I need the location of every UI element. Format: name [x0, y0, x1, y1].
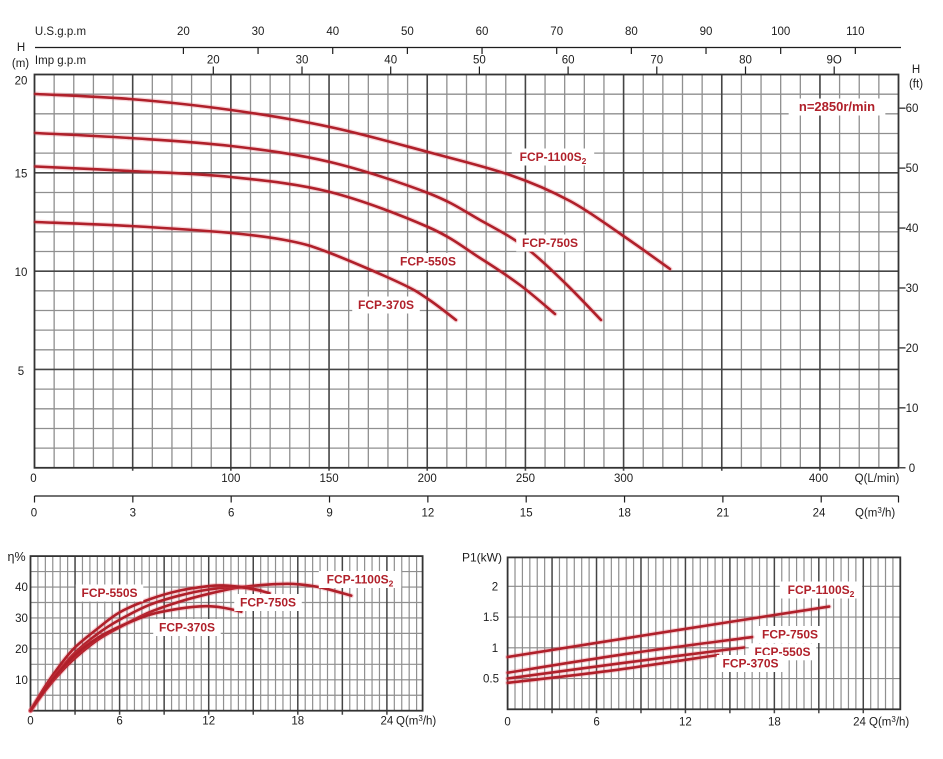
- svg-text:5: 5: [18, 366, 24, 378]
- svg-text:100: 100: [771, 26, 790, 38]
- svg-text:FCP-1100S2: FCP-1100S2: [327, 573, 394, 589]
- svg-text:18: 18: [618, 508, 631, 520]
- svg-text:100: 100: [221, 473, 240, 485]
- svg-text:60: 60: [562, 55, 575, 67]
- svg-text:6: 6: [228, 508, 234, 520]
- svg-text:0: 0: [909, 463, 915, 475]
- svg-text:18: 18: [768, 717, 781, 729]
- svg-text:150: 150: [319, 473, 338, 485]
- svg-text:n=2850r/min: n=2850r/min: [799, 99, 875, 114]
- svg-text:40: 40: [326, 26, 339, 38]
- svg-text:(m): (m): [12, 58, 29, 70]
- svg-text:10: 10: [15, 267, 28, 279]
- svg-text:20: 20: [906, 343, 919, 355]
- svg-text:30: 30: [15, 613, 28, 625]
- svg-text:24: 24: [813, 508, 826, 520]
- svg-text:FCP-1100S2: FCP-1100S2: [788, 583, 855, 599]
- svg-text:9O: 9O: [827, 55, 842, 67]
- svg-text:250: 250: [516, 473, 535, 485]
- svg-text:400: 400: [809, 473, 828, 485]
- svg-text:Q(L/min): Q(L/min): [855, 473, 900, 485]
- svg-text:15: 15: [15, 169, 28, 181]
- svg-text:Imp g.p.m: Imp g.p.m: [35, 55, 86, 67]
- svg-text:90: 90: [700, 26, 713, 38]
- svg-text:1: 1: [492, 643, 498, 655]
- svg-text:20: 20: [177, 26, 190, 38]
- svg-text:0.5: 0.5: [483, 674, 499, 686]
- svg-text:12: 12: [421, 508, 434, 520]
- svg-text:FCP-750S: FCP-750S: [762, 628, 818, 642]
- svg-text:Q(m3/h): Q(m3/h): [869, 715, 909, 729]
- svg-text:0: 0: [504, 717, 510, 729]
- svg-text:10: 10: [906, 403, 919, 415]
- svg-text:21: 21: [716, 508, 729, 520]
- svg-text:H: H: [17, 42, 25, 54]
- svg-text:2: 2: [492, 581, 498, 593]
- svg-text:110: 110: [846, 26, 864, 38]
- svg-text:60: 60: [906, 103, 919, 115]
- svg-text:20: 20: [207, 55, 220, 67]
- svg-text:20: 20: [15, 76, 28, 88]
- svg-text:FCP-750S: FCP-750S: [240, 596, 296, 610]
- svg-text:6: 6: [593, 717, 599, 729]
- svg-text:50: 50: [473, 55, 486, 67]
- svg-text:70: 70: [550, 26, 563, 38]
- svg-text:24: 24: [381, 716, 394, 728]
- svg-text:70: 70: [650, 55, 663, 67]
- svg-text:(ft): (ft): [909, 79, 923, 91]
- svg-text:60: 60: [476, 26, 489, 38]
- svg-text:40: 40: [384, 55, 397, 67]
- svg-text:12: 12: [202, 716, 215, 728]
- svg-text:12: 12: [679, 717, 692, 729]
- svg-text:24: 24: [853, 717, 866, 729]
- svg-text:1.5: 1.5: [483, 612, 499, 624]
- svg-text:U.S.g.p.m: U.S.g.p.m: [35, 26, 86, 38]
- svg-text:η%: η%: [8, 550, 26, 564]
- svg-text:FCP-370S: FCP-370S: [159, 621, 215, 635]
- svg-text:40: 40: [906, 223, 919, 235]
- svg-text:80: 80: [625, 26, 638, 38]
- svg-text:FCP-370S: FCP-370S: [722, 657, 778, 671]
- svg-text:FCP-370S: FCP-370S: [358, 298, 414, 312]
- svg-text:50: 50: [906, 163, 919, 175]
- svg-text:0: 0: [31, 508, 37, 520]
- svg-text:Q(m3/h): Q(m3/h): [396, 714, 436, 728]
- svg-text:300: 300: [614, 473, 633, 485]
- svg-text:FCP-550S: FCP-550S: [81, 586, 137, 600]
- svg-text:18: 18: [291, 716, 304, 728]
- svg-text:6: 6: [116, 716, 122, 728]
- svg-text:FCP-550S: FCP-550S: [400, 255, 456, 269]
- svg-text:20: 20: [15, 644, 28, 656]
- svg-text:200: 200: [418, 473, 437, 485]
- svg-text:15: 15: [520, 508, 533, 520]
- svg-text:30: 30: [906, 283, 919, 295]
- svg-text:P1(kW): P1(kW): [462, 551, 502, 565]
- svg-text:0: 0: [27, 716, 33, 728]
- svg-text:H: H: [912, 64, 920, 76]
- svg-text:0: 0: [30, 473, 36, 485]
- svg-text:Q(m3/h): Q(m3/h): [855, 506, 895, 520]
- svg-text:FCP-750S: FCP-750S: [522, 236, 578, 250]
- svg-text:3: 3: [130, 508, 136, 520]
- svg-text:80: 80: [739, 55, 752, 67]
- svg-text:40: 40: [15, 582, 28, 594]
- svg-text:30: 30: [252, 26, 265, 38]
- svg-text:10: 10: [15, 675, 28, 687]
- svg-text:50: 50: [401, 26, 414, 38]
- svg-text:9: 9: [326, 508, 332, 520]
- svg-text:FCP-1100S2: FCP-1100S2: [520, 150, 587, 166]
- svg-text:30: 30: [296, 55, 309, 67]
